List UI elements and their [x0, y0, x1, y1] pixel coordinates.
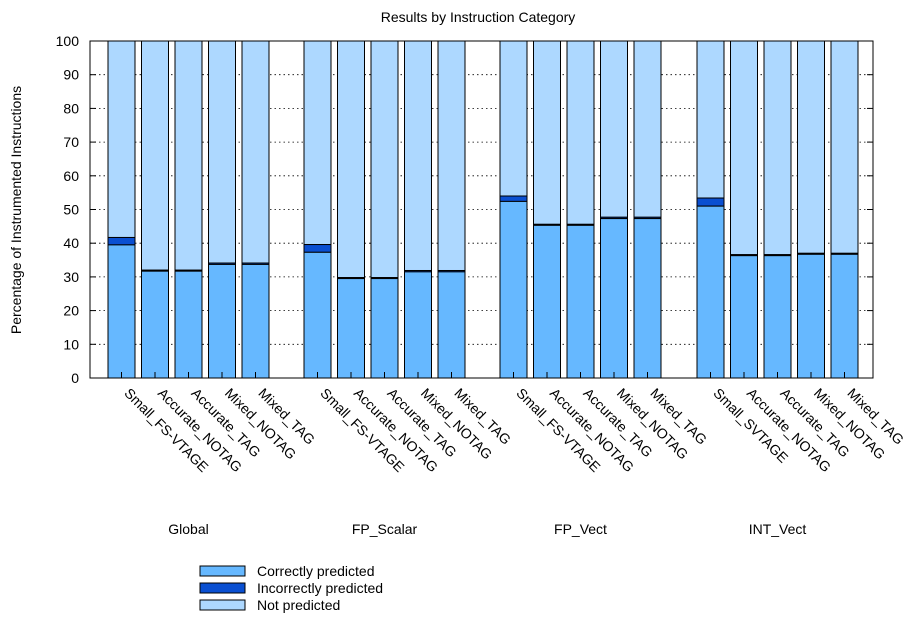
bar-segment-incorrectly-predicted [303, 244, 332, 253]
chart-title: Results by Instruction Category [381, 9, 576, 25]
y-tick-label: 90 [63, 67, 79, 83]
bar-segment-correctly-predicted [370, 278, 399, 379]
bar-segment-correctly-predicted [141, 270, 169, 379]
bar-segment-correctly-predicted [797, 253, 825, 379]
y-axis-label: Percentage of Instrumented Instructions [8, 86, 24, 334]
bar-segment-incorrectly-predicted [696, 197, 725, 207]
bar-segment-not-predicted [174, 40, 203, 271]
y-tick-label: 60 [63, 168, 79, 184]
legend-label: Incorrectly predicted [257, 580, 383, 596]
y-tick-label: 10 [63, 336, 79, 352]
bar-segment-not-predicted [797, 40, 825, 254]
bar-segment-not-predicted [370, 40, 399, 279]
bars [107, 40, 859, 379]
y-tick-label: 40 [63, 235, 79, 251]
legend-swatch [199, 565, 246, 577]
y-tick-label: 70 [63, 134, 79, 150]
bar-segment-not-predicted [404, 40, 432, 271]
bar-segment-not-predicted [208, 40, 236, 264]
bar-segment-correctly-predicted [600, 218, 628, 379]
bar-segment-correctly-predicted [437, 271, 466, 379]
y-tick-label: 0 [71, 370, 79, 386]
bar-segment-correctly-predicted [499, 200, 528, 379]
bar-segment-correctly-predicted [208, 263, 236, 379]
bar-segment-correctly-predicted [107, 244, 136, 379]
y-tick-label: 20 [63, 303, 79, 319]
bar-segment-not-predicted [633, 40, 662, 218]
bar-segment-correctly-predicted [696, 205, 725, 379]
bar-segment-not-predicted [696, 40, 725, 199]
bar-segment-correctly-predicted [303, 251, 332, 379]
bar-segment-correctly-predicted [174, 270, 203, 379]
bar-segment-correctly-predicted [633, 218, 662, 379]
bar-segment-correctly-predicted [241, 263, 270, 379]
group-label: INT_Vect [749, 521, 807, 537]
legend-label: Not predicted [257, 597, 340, 613]
bar-segment-incorrectly-predicted [107, 236, 136, 246]
bar-segment-not-predicted [437, 40, 466, 271]
bar-segment-not-predicted [566, 40, 595, 225]
legend-swatch [199, 582, 246, 594]
group-label: FP_Vect [554, 521, 607, 537]
bar-segment-not-predicted [303, 40, 332, 246]
group-label: Global [168, 521, 208, 537]
group-label: FP_Scalar [352, 521, 418, 537]
legend-swatch [199, 599, 246, 611]
bar-segment-not-predicted [763, 40, 792, 256]
bar-segment-not-predicted [730, 40, 758, 256]
bar-segment-correctly-predicted [730, 255, 758, 379]
bar-segment-not-predicted [533, 40, 561, 225]
bar-segment-not-predicted [241, 40, 270, 264]
bar-segment-not-predicted [337, 40, 365, 279]
bar-segment-correctly-predicted [404, 271, 432, 379]
bar-segment-correctly-predicted [337, 278, 365, 379]
y-ticks: 0 10 20 30 40 50 60 70 80 90 100 [56, 33, 873, 386]
bar-segment-correctly-predicted [830, 253, 859, 379]
y-tick-label: 100 [56, 33, 80, 49]
x-tick-labels: Small_FS-VTAGEAccurate_NOTAGAccurate_TAG… [121, 385, 907, 475]
legend-label: Correctly predicted [257, 563, 375, 579]
bar-segment-not-predicted [600, 40, 628, 218]
bar-segment-incorrectly-predicted [499, 195, 528, 202]
bar-segment-not-predicted [499, 40, 528, 197]
y-tick-label: 50 [63, 202, 79, 218]
bar-segment-not-predicted [830, 40, 859, 254]
bar-segment-not-predicted [141, 40, 169, 271]
bar-segment-correctly-predicted [566, 224, 595, 379]
group-labels: Global FP_Scalar FP_Vect INT_Vect [168, 521, 806, 537]
y-tick-label: 80 [63, 100, 79, 116]
bar-segment-correctly-predicted [533, 224, 561, 379]
bar-segment-correctly-predicted [763, 255, 792, 379]
bar-segment-not-predicted [107, 40, 136, 238]
y-tick-label: 30 [63, 269, 79, 285]
